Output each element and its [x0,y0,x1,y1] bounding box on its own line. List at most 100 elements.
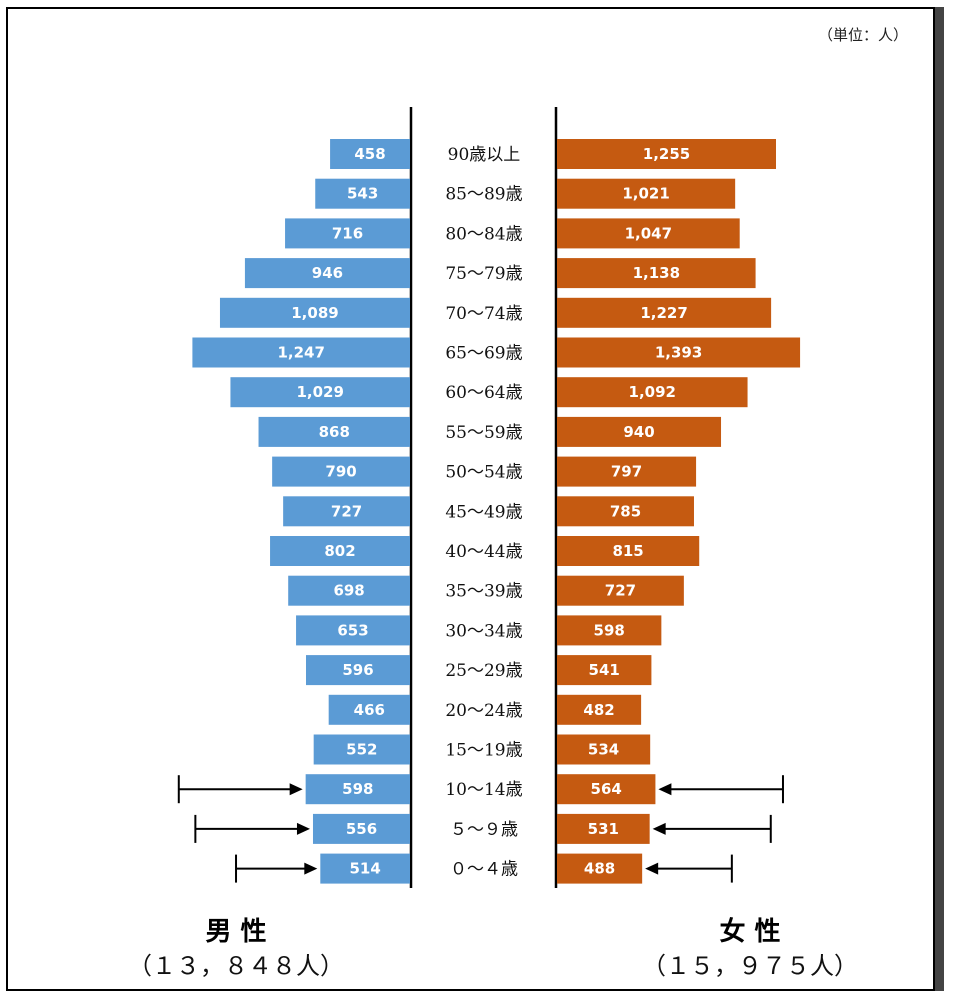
age-group-label: 35～39歳 [445,582,522,602]
male-bar [312,813,410,844]
male-value-label: 466 [354,701,385,719]
male-arrow-head [296,822,310,835]
male-bar [288,575,410,606]
male-value-label: 802 [324,542,355,560]
male-value-label: 653 [337,621,368,639]
female-value-label: 797 [611,463,642,481]
female-value-label: 1,138 [633,264,680,282]
male-bar [313,734,410,765]
male-value-label: 1,089 [291,304,338,322]
female-bar [557,337,801,368]
female-bar [557,297,772,328]
male-bar [305,655,410,686]
male-value-label: 556 [346,820,377,838]
female-bar [557,416,722,447]
female-bar [557,853,643,884]
male-bar [328,694,410,725]
unit-label: （単位：人） [818,26,908,44]
female-bar [557,178,736,209]
age-group-label: 15～19歳 [445,741,522,761]
age-group-label: 80～84歳 [445,224,522,244]
age-group-label: 55～59歳 [445,423,522,443]
female-bar [557,734,651,765]
female-value-label: 940 [623,423,654,441]
male-value-label: 1,029 [296,383,343,401]
age-group-label: ５～９歳 [450,820,518,840]
male-value-label: 1,247 [277,344,324,362]
female-bar [557,536,700,566]
age-group-label: 90歳以上 [448,145,521,165]
chart-frame [6,7,935,991]
male-legend-label: 男 性 [205,917,266,947]
female-arrow-head [658,783,672,796]
male-value-label: 698 [333,582,364,600]
female-value-label: 564 [591,780,622,798]
female-value-label: 727 [605,582,636,600]
female-arrow-head [652,822,666,835]
age-group-label: 85～89歳 [445,185,522,205]
age-group-label: 45～49歳 [445,502,522,522]
female-bar [557,456,697,487]
male-value-label: 716 [332,224,363,242]
male-bar [230,377,410,408]
female-total: （１５，９７５人） [642,952,858,980]
age-group-label: ０～４歳 [450,860,518,880]
age-group-label: 65～69歳 [445,344,522,364]
female-value-label: 482 [583,701,614,719]
male-value-label: 790 [325,463,356,481]
female-value-label: 541 [589,661,620,679]
female-value-label: 1,227 [640,304,687,322]
age-group-label: 75～79歳 [445,264,522,284]
female-bar [557,139,776,169]
female-value-label: 1,021 [622,185,669,203]
male-value-label: 543 [347,185,378,203]
male-value-label: 552 [346,741,377,759]
female-value-label: 1,393 [655,344,702,362]
female-value-label: 785 [610,502,641,520]
male-bar [258,416,410,447]
female-bar [557,496,694,527]
female-value-label: 815 [612,542,643,560]
male-bar [315,178,410,209]
female-value-label: 1,047 [625,224,672,242]
female-value-label: 534 [588,741,619,759]
male-bar [192,337,410,368]
age-group-label: 20～24歳 [445,701,522,721]
male-arrow-head [289,783,303,796]
female-arrow-head [645,862,659,875]
female-bar [557,377,748,408]
female-bar [557,218,740,249]
male-arrow-head [304,862,318,875]
age-group-label: 40～44歳 [445,542,522,562]
female-bar [557,774,656,805]
age-group-label: 70～74歳 [445,304,522,324]
male-bar [330,139,410,169]
male-bar [219,297,410,328]
female-value-label: 598 [594,621,625,639]
male-value-label: 868 [319,423,350,441]
female-bar [557,813,650,844]
age-group-label: 50～54歳 [445,463,522,483]
female-bar [557,694,642,725]
age-group-label: 60～64歳 [445,383,522,403]
female-value-label: 488 [584,860,615,878]
female-bar [557,575,684,606]
male-value-label: 727 [331,502,362,520]
male-bar [270,536,410,566]
age-group-label: 10～14歳 [445,780,522,800]
female-bar [557,655,652,686]
male-value-label: 598 [342,780,373,798]
female-value-label: 531 [588,820,619,838]
male-bar [244,258,410,289]
male-bar [285,218,410,249]
female-bar [557,258,756,289]
female-value-label: 1,092 [629,383,676,401]
male-value-label: 596 [342,661,373,679]
male-total: （１３，８４８人） [128,952,344,980]
male-bar [283,496,410,527]
male-value-label: 514 [349,860,380,878]
female-legend-label: 女 性 [719,916,780,947]
male-bar [305,774,410,805]
male-value-label: 946 [312,264,343,282]
female-bar [557,615,662,646]
